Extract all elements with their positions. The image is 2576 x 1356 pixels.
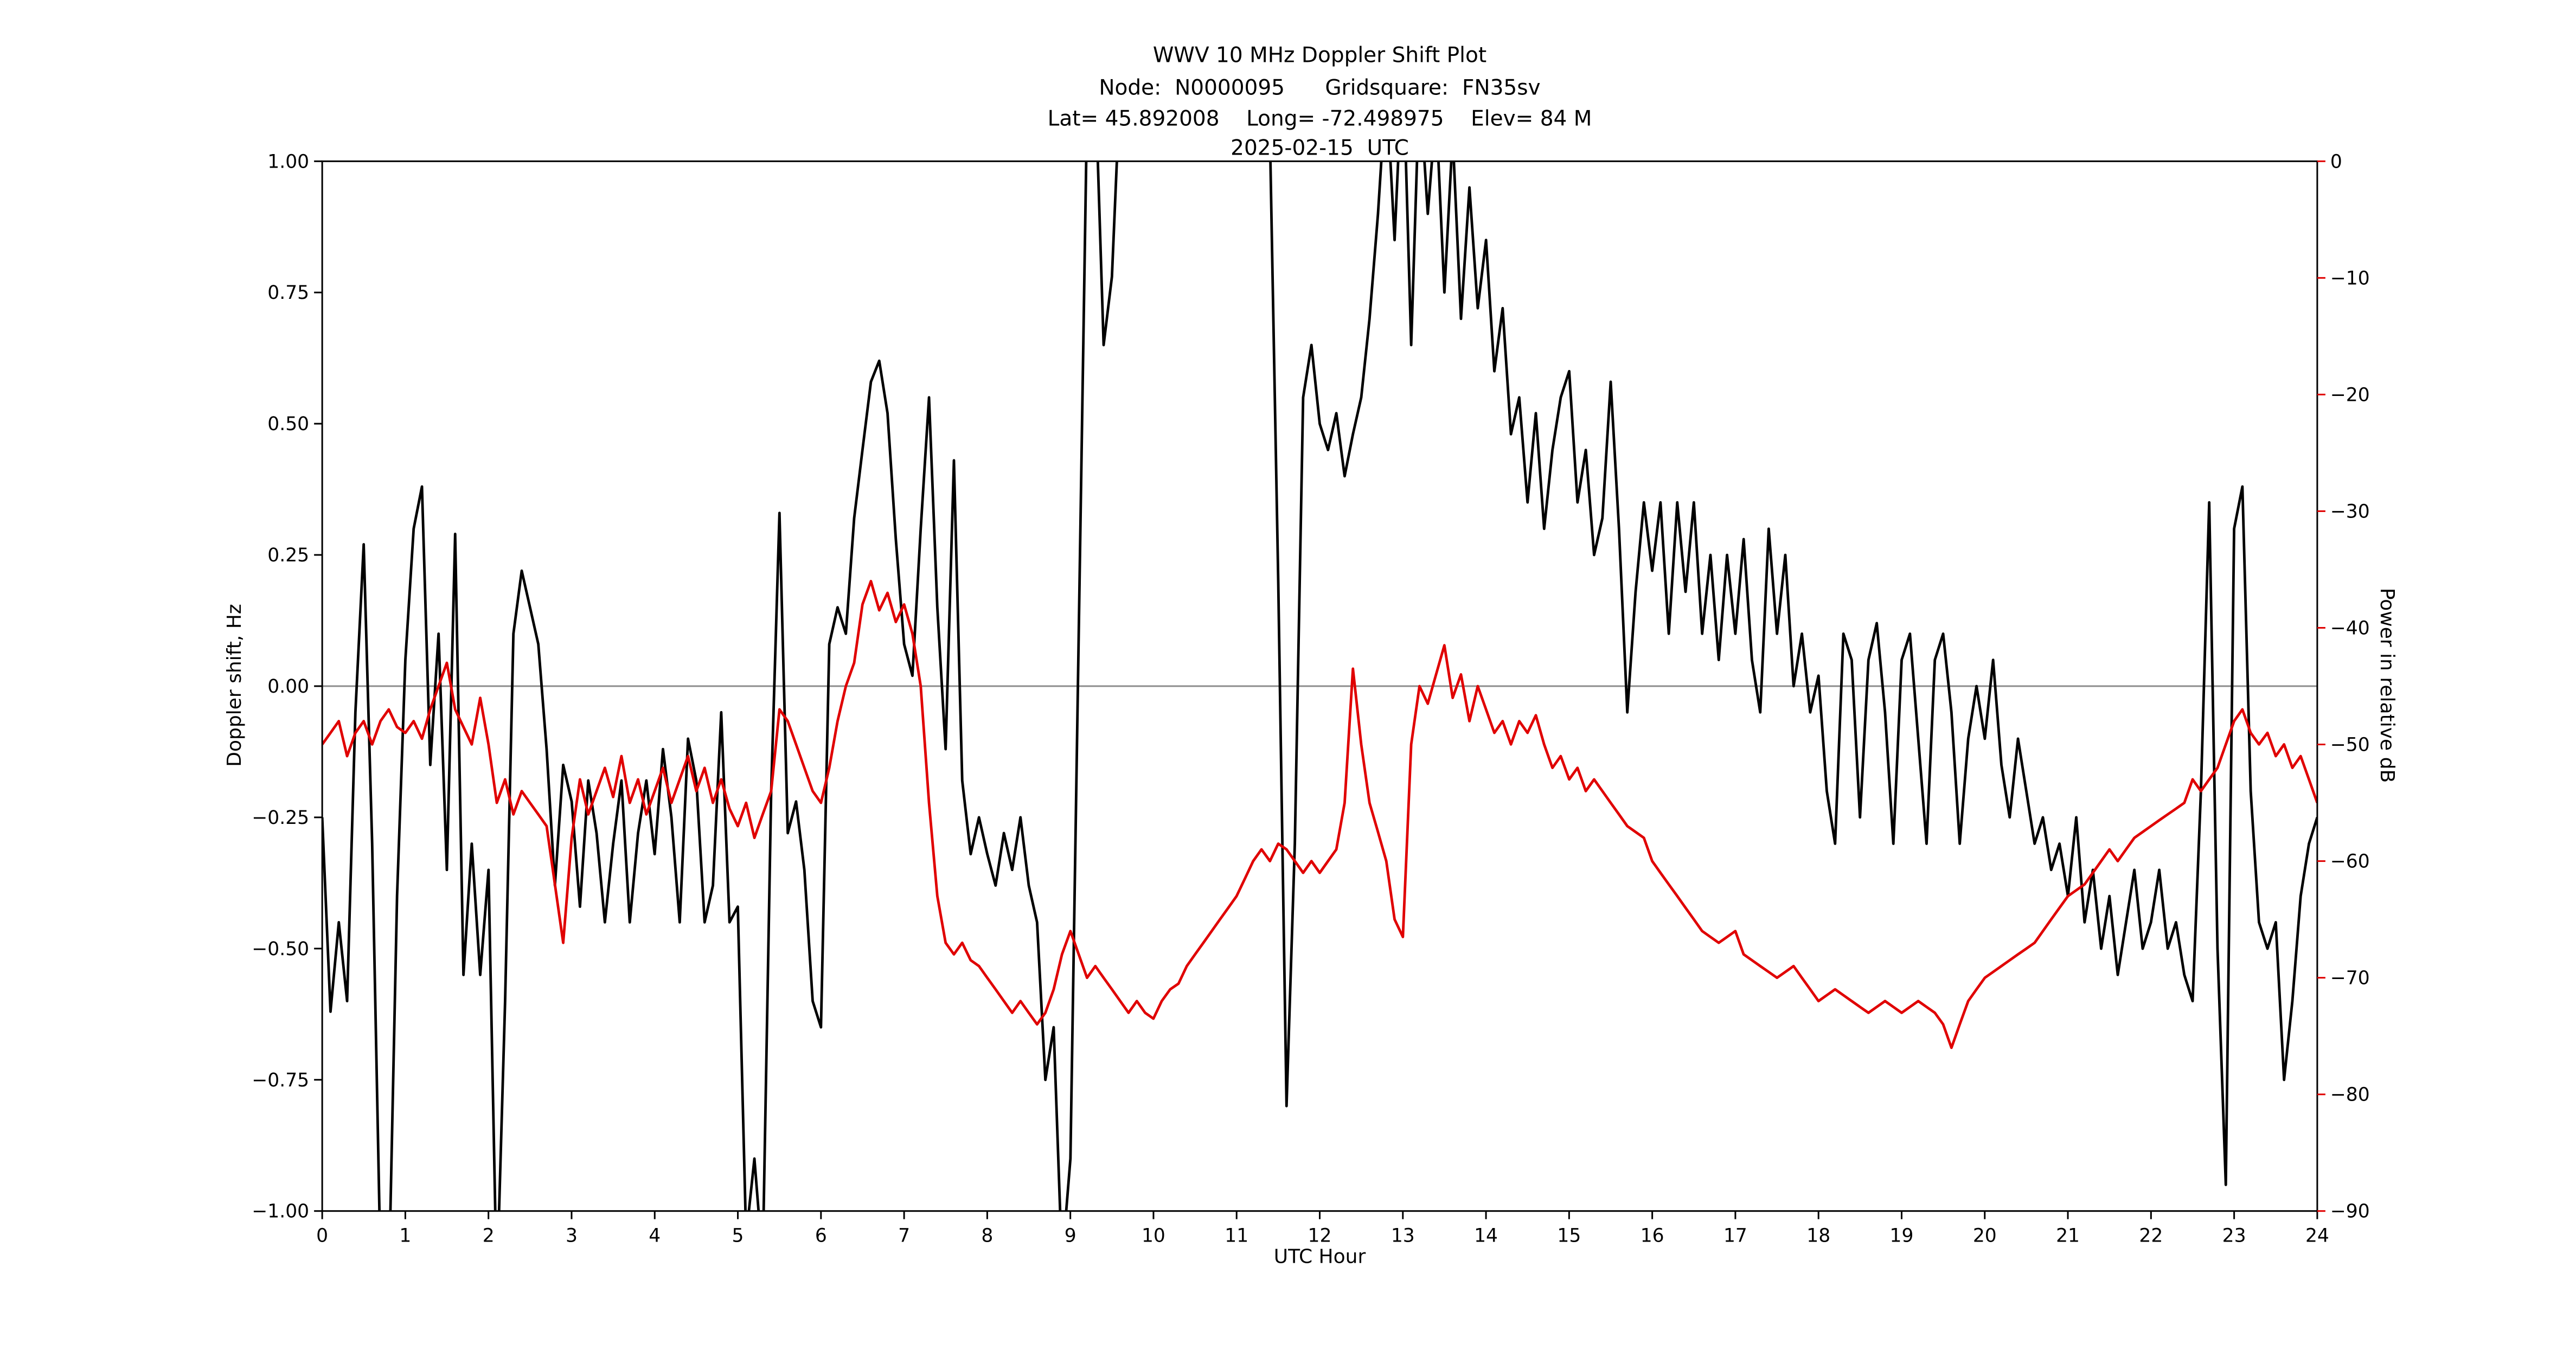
left-y-tick-label: 0.50 [267, 413, 309, 435]
chart-subtitle-node: Node: N0000095 Gridsquare: FN35sv [1099, 75, 1540, 100]
x-tick-label: 4 [649, 1225, 661, 1247]
x-tick-label: 13 [1391, 1225, 1415, 1247]
x-tick-label: 5 [732, 1225, 744, 1247]
x-tick-label: 10 [1142, 1225, 1165, 1247]
x-tick-label: 3 [566, 1225, 578, 1247]
x-tick-label: 9 [1065, 1225, 1076, 1247]
x-tick-label: 11 [1225, 1225, 1248, 1247]
right-y-axis-label: Power in relative dB [2376, 588, 2398, 783]
right-y-tick-label: −10 [2330, 267, 2370, 289]
left-y-tick-label: 1.00 [267, 151, 309, 172]
doppler-shift-line [322, 161, 2317, 1211]
x-tick-label: 0 [316, 1225, 328, 1247]
x-axis-label: UTC Hour [1274, 1246, 1366, 1268]
x-tick-label: 19 [1890, 1225, 1914, 1247]
left-y-tick-label: 0.75 [267, 282, 309, 304]
left-y-tick-label: −1.00 [252, 1201, 309, 1223]
x-tick-label: 24 [2305, 1225, 2329, 1247]
x-axis-ticks: 0 1 2 3 4 5 6 7 8 9 10 11 12 13 14 15 16 17 18 19 20 21 22 23 24 [316, 1211, 2329, 1247]
x-tick-label: 17 [1723, 1225, 1747, 1247]
x-tick-label: 7 [898, 1225, 910, 1247]
right-y-tick-label: −20 [2330, 384, 2370, 406]
right-y-tick-label: 0 [2330, 151, 2342, 172]
left-y-tick-label: 0.25 [267, 545, 309, 566]
x-tick-label: 14 [1474, 1225, 1498, 1247]
x-tick-label: 18 [1806, 1225, 1830, 1247]
x-tick-label: 6 [815, 1225, 827, 1247]
x-tick-label: 20 [1973, 1225, 1997, 1247]
x-tick-label: 15 [1557, 1225, 1581, 1247]
x-tick-label: 2 [483, 1225, 495, 1247]
right-y-tick-label: −50 [2330, 734, 2370, 756]
chart-subtitle-location: Lat= 45.892008 Long= -72.498975 Elev= 84… [1048, 106, 1592, 131]
relative-power-line [322, 580, 2317, 1050]
right-y-tick-label: −70 [2330, 968, 2370, 989]
right-y-tick-label: −90 [2330, 1201, 2370, 1223]
x-tick-label: 12 [1308, 1225, 1332, 1247]
right-y-tick-label: −30 [2330, 501, 2370, 522]
chart-subtitle-date: 2025-02-15 UTC [1231, 136, 1409, 160]
left-y-tick-label: −0.75 [252, 1070, 309, 1091]
left-axis-ticks: 1.00 0.75 0.50 0.25 0.00 −0.25 −0.50 −0.75 −1.00 [252, 151, 323, 1223]
right-y-tick-label: −60 [2330, 851, 2370, 873]
x-tick-label: 16 [1641, 1225, 1664, 1247]
x-tick-label: 21 [2056, 1225, 2080, 1247]
x-tick-label: 23 [2222, 1225, 2246, 1247]
right-y-tick-label: −80 [2330, 1084, 2370, 1106]
right-axis-ticks: 0 −10 −20 −30 −40 −50 −60 −70 −80 −90 [2317, 151, 2370, 1223]
x-tick-label: 1 [399, 1225, 411, 1247]
left-y-axis-label: Doppler shift, Hz [223, 604, 246, 766]
chart-title: WWV 10 MHz Doppler Shift Plot [1153, 43, 1486, 67]
right-y-tick-label: −40 [2330, 617, 2370, 639]
left-y-tick-label: −0.50 [252, 938, 309, 960]
left-y-tick-label: 0.00 [267, 676, 309, 698]
x-tick-label: 22 [2139, 1225, 2163, 1247]
left-y-tick-label: −0.25 [252, 807, 309, 829]
x-tick-label: 8 [981, 1225, 993, 1247]
